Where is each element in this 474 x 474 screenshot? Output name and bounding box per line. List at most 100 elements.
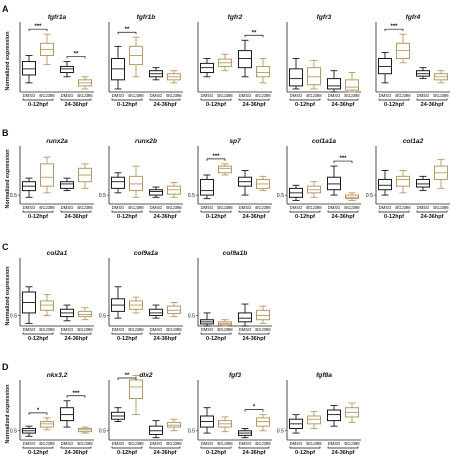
sig-bar-A-fgfr2-0 (244, 34, 264, 38)
time-bracket-D-fgf8a-1 (327, 446, 359, 449)
group-label-D-nkx3-2-box-2: DMSO (61, 441, 74, 446)
time-bracket-A-fgfr2-1 (238, 98, 270, 101)
box-D-dlx2-box-2 (149, 425, 163, 435)
group-label-A-fgfr4-box-2: DMSO (417, 93, 430, 98)
group-label-B-col1a2-box-0: DMSO (379, 205, 392, 210)
gene-title-A-fgfr2: fgfr2 (228, 14, 243, 21)
sig-label-D-dlx2-0: ** (125, 373, 130, 379)
sig-bar-D-dlx2-0 (117, 377, 137, 380)
group-label-A-fgfr1b-box-2: DMSO (150, 93, 163, 98)
box-B-runx2b-box-2 (149, 189, 163, 196)
time-bracket-C-col2a1-1 (60, 332, 92, 335)
group-label-A-fgfr1b-box-0: DMSO (112, 93, 125, 98)
time-bracket-A-fgfr4-1 (416, 98, 448, 101)
box-C-col9a1a-box-2 (149, 308, 163, 317)
gene-title-A-fgfr1a: fgfr1a (48, 14, 67, 21)
group-label-A-fgfr3-box-0: DMSO (290, 93, 303, 98)
gene-title-D-nkx3-2: nkx3.2 (47, 372, 68, 379)
group-label-D-dlx2-box-2: DMSO (150, 441, 163, 446)
sig-bar-A-fgfr4-0 (384, 28, 404, 32)
box-A-fgfr2-box-3 (256, 65, 270, 78)
time-bracket-A-fgfr1a-0 (22, 98, 54, 101)
group-label-A-fgfr3-box-1: BGJ398 (306, 93, 322, 98)
time-label-A-fgfr1a-0: 0-12hpf (28, 102, 48, 108)
group-label-C-col9a1b-box-2: DMSO (239, 327, 252, 332)
time-label-B-sp7-1: 24-36hpf (242, 214, 265, 220)
box-B-col1a2-box-2 (416, 178, 430, 188)
group-label-A-fgfr2-box-0: DMSO (201, 93, 214, 98)
y-axis-label-A: Normalized expression (5, 31, 11, 90)
box-A-fgfr3-box-2 (327, 78, 341, 90)
sig-label-A-fgfr1a-0: *** (34, 24, 42, 30)
sig-bar-D-nkx3-2-0 (28, 412, 48, 415)
panel-label-A: A (2, 4, 9, 14)
group-label-A-fgfr2-box-1: BGJ398 (217, 93, 233, 98)
group-label-A-fgfr1a-box-2: DMSO (61, 93, 74, 98)
group-label-B-sp7-box-2: DMSO (239, 205, 252, 210)
sig-label-B-col1a1a-0: *** (339, 156, 347, 162)
box-D-nkx3-2-box-1 (40, 421, 54, 428)
box-B-runx2a-box-2 (60, 181, 74, 189)
sig-bar-B-sp7-0 (206, 158, 226, 161)
time-bracket-A-fgfr3-1 (327, 98, 359, 101)
gene-title-C-col9a1a: col9a1a (134, 250, 159, 257)
time-label-A-fgfr3-1: 24-36hpf (331, 102, 354, 108)
time-bracket-D-fgf3-1 (238, 446, 270, 449)
box-A-fgfr3-box-1 (307, 67, 321, 86)
gene-title-B-col1a2: col1a2 (403, 138, 424, 145)
time-label-B-runx2a-0: 0-12hpf (28, 214, 48, 220)
box-C-col2a1-box-3 (78, 310, 92, 318)
time-label-B-col1a2-1: 24-36hpf (420, 214, 443, 220)
group-label-D-fgf8a-box-1: BGJ398 (306, 441, 322, 446)
time-label-B-runx2a-1: 24-36hpf (64, 214, 87, 220)
gene-title-A-fgfr1b: fgfr1b (137, 14, 156, 21)
group-label-D-nkx3-2-box-1: BGJ398 (39, 441, 55, 446)
group-label-D-dlx2-box-3: BGJ398 (166, 441, 182, 446)
time-bracket-C-col9a1a-0 (111, 332, 143, 335)
group-label-A-fgfr1a-box-3: BGJ398 (77, 93, 93, 98)
group-label-D-fgf8a-box-2: DMSO (328, 441, 341, 446)
group-label-B-sp7-box-1: BGJ398 (217, 205, 233, 210)
gene-title-B-sp7: sp7 (229, 138, 241, 145)
group-label-B-col1a2-box-1: BGJ398 (395, 205, 411, 210)
group-label-B-col1a2-box-3: BGJ398 (433, 205, 449, 210)
time-bracket-B-col1a2-1 (416, 210, 448, 213)
group-label-C-col9a1a-box-0: DMSO (112, 327, 125, 332)
time-label-B-runx2b-1: 24-36hpf (153, 214, 176, 220)
sig-label-D-fgf3-0: * (253, 405, 256, 411)
y-tick-label-B-col1a2: 0.5 (366, 193, 373, 199)
time-bracket-B-runx2a-0 (22, 210, 54, 213)
group-label-D-nkx3-2-box-3: BGJ398 (77, 441, 93, 446)
sig-label-A-fgfr1a-1: ** (74, 52, 79, 58)
group-label-B-sp7-box-3: BGJ398 (255, 205, 271, 210)
group-label-B-runx2a-box-2: DMSO (61, 205, 74, 210)
time-label-B-col1a2-0: 0-12hpf (384, 214, 404, 220)
group-label-C-col9a1b-box-0: DMSO (201, 327, 214, 332)
group-label-A-fgfr2-box-3: BGJ398 (255, 93, 271, 98)
time-label-A-fgfr4-1: 24-36hpf (420, 102, 443, 108)
time-bracket-A-fgfr1b-0 (111, 98, 143, 101)
box-D-nkx3-2-box-2 (60, 407, 74, 422)
group-label-D-nkx3-2-box-0: DMSO (23, 441, 36, 446)
time-label-D-fgf8a-0: 0-12hpf (295, 450, 315, 456)
time-bracket-A-fgfr1b-1 (149, 98, 181, 101)
time-label-C-col9a1a-0: 0-12hpf (117, 336, 137, 342)
y-tick-label-C-col9a1a: 0.5 (99, 313, 106, 319)
box-B-col1a2-box-0 (378, 178, 392, 191)
group-label-B-runx2b-box-2: DMSO (150, 205, 163, 210)
y-axis-label-B: Normalized expression (5, 149, 11, 208)
time-bracket-A-fgfr3-0 (289, 98, 321, 101)
box-A-fgfr1a-box-2 (60, 65, 74, 74)
time-bracket-D-fgf8a-0 (289, 446, 321, 449)
sig-label-A-fgfr2-0: ** (252, 30, 257, 36)
panel-label-B: B (2, 128, 9, 138)
time-label-A-fgfr3-0: 0-12hpf (295, 102, 315, 108)
time-label-A-fgfr2-0: 0-12hpf (206, 102, 226, 108)
time-bracket-B-runx2b-0 (111, 210, 143, 213)
sig-label-B-sp7-0: *** (212, 154, 220, 160)
time-bracket-B-sp7-0 (200, 210, 232, 213)
group-label-D-fgf3-box-3: BGJ398 (255, 441, 271, 446)
group-label-B-sp7-box-0: DMSO (201, 205, 214, 210)
box-C-col9a1b-box-3 (256, 309, 270, 321)
box-A-fgfr3-box-3 (345, 79, 359, 91)
